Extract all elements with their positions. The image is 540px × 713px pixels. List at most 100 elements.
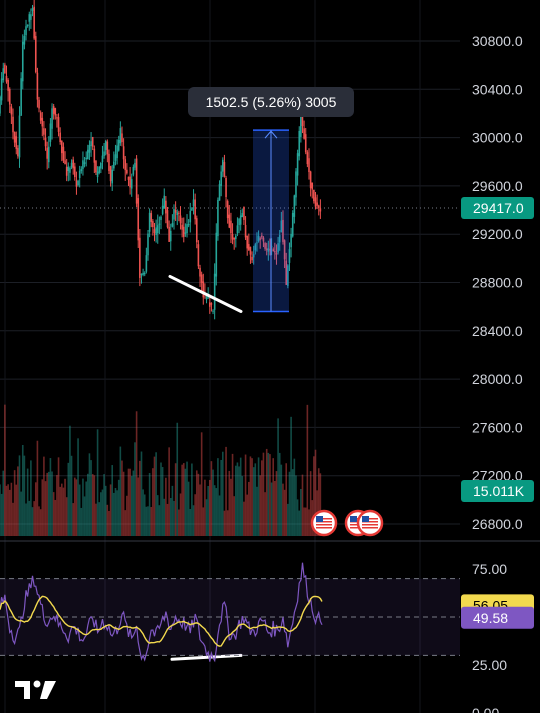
volume-bar	[192, 505, 195, 536]
volume-bar	[308, 509, 310, 536]
candle-body	[313, 189, 315, 202]
event-icons[interactable]	[310, 509, 384, 537]
volume-bar	[291, 469, 294, 536]
candle-body	[160, 216, 162, 220]
volume-bar	[225, 446, 227, 536]
volume-bar	[78, 484, 81, 536]
last-price-badge-bg	[461, 196, 534, 219]
candle-body	[77, 180, 79, 186]
volume-bar	[207, 485, 209, 536]
price-tick-label: 28800.0	[472, 275, 523, 291]
volume-bar	[228, 470, 231, 536]
price-tick-label: 30800.0	[472, 33, 523, 49]
candle-body	[116, 145, 118, 159]
candle-body	[208, 302, 211, 307]
volume-bar	[181, 464, 183, 536]
candle-body	[272, 249, 275, 252]
volume-bar	[174, 463, 177, 536]
candle-body	[205, 295, 208, 300]
volume-bar	[0, 493, 3, 536]
us-flag-event-icon[interactable]	[356, 509, 384, 537]
volume-bar	[148, 473, 151, 536]
event-icon-stripe	[362, 521, 378, 523]
candle-body	[96, 171, 99, 178]
volume-bar	[205, 499, 208, 536]
volume-bar	[65, 497, 68, 536]
candle-body	[248, 244, 250, 250]
volume-bar	[34, 482, 37, 536]
volume-bar	[121, 460, 123, 536]
candle-body	[288, 249, 291, 263]
volume-bar	[238, 466, 240, 536]
volume-bar	[140, 451, 143, 536]
volume-bar	[137, 477, 140, 536]
candle-body	[161, 205, 164, 215]
candle-body	[137, 198, 140, 241]
volume-bar	[213, 485, 216, 536]
candle-body	[17, 148, 19, 157]
candle-body	[182, 226, 185, 237]
volume-bar	[82, 478, 84, 536]
candle-body	[69, 167, 71, 173]
candle-body	[47, 146, 50, 163]
candle-body	[114, 154, 117, 161]
rsi-line	[0, 562, 323, 663]
volume-bar	[44, 481, 47, 536]
volume-bar	[236, 462, 239, 536]
candle-body	[158, 223, 161, 225]
candle-body	[221, 159, 224, 172]
candle-body	[165, 200, 167, 214]
candle-body	[126, 169, 128, 174]
candle-body	[43, 128, 45, 135]
candle-body	[10, 106, 13, 115]
volume-bar	[165, 477, 167, 536]
volume-bar	[204, 479, 206, 536]
candle-body	[163, 195, 166, 209]
candle-body	[44, 137, 47, 147]
candle-body	[7, 80, 9, 91]
price-tick-label: 29600.0	[472, 178, 523, 194]
candle-body	[316, 202, 318, 206]
price-tick-label: 27200.0	[472, 468, 523, 484]
volume-bar	[122, 471, 125, 536]
candle-body	[142, 272, 144, 275]
volume-bar	[108, 510, 110, 536]
volume-bar	[95, 503, 97, 536]
volume-bar	[274, 481, 276, 536]
volume-bar	[72, 503, 74, 536]
candle-body	[127, 176, 130, 180]
candle-body	[166, 210, 169, 228]
candle-body	[121, 133, 123, 143]
candle-body	[304, 134, 307, 153]
volume-bar	[77, 438, 79, 536]
candle-body	[113, 161, 115, 169]
price-tick-label: 29200.0	[472, 226, 523, 242]
divergence-trendline[interactable]	[168, 274, 243, 661]
measure-tool[interactable]	[253, 129, 289, 313]
candle-body	[309, 171, 312, 189]
volume-bar	[161, 467, 164, 536]
candle-body	[270, 245, 273, 247]
volume-bar	[173, 500, 175, 536]
candle-body	[51, 108, 53, 129]
candle-body	[296, 153, 299, 176]
volume-bar	[189, 508, 192, 536]
volume-badge: 15.011K	[473, 483, 525, 499]
candle-body	[264, 243, 266, 249]
volume-bar	[319, 473, 322, 536]
volume-bar	[17, 466, 19, 536]
volume-bars	[0, 404, 322, 536]
candle-body	[269, 249, 271, 251]
volume-bar	[15, 484, 18, 536]
volume-bar	[119, 446, 122, 536]
volume-bar	[10, 482, 13, 536]
candle-body	[152, 221, 154, 228]
candle-body	[18, 115, 21, 158]
candle-body	[236, 225, 239, 234]
us-flag-event-icon[interactable]	[310, 509, 338, 537]
tradingview-logo-icon[interactable]	[15, 679, 57, 701]
volume-bar	[280, 464, 283, 536]
candle-body	[293, 195, 296, 217]
